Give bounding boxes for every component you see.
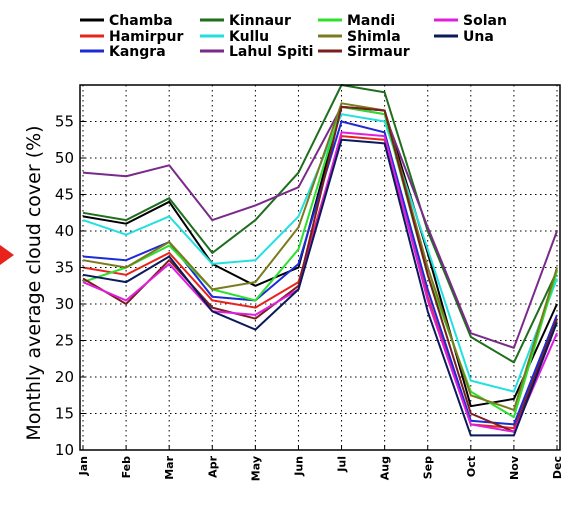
y-tick-label: 35 [55, 259, 74, 277]
x-axis-ticks: Jan Feb Mar Apr May Jun Jul Aug Sep Oct Nov Dec [77, 445, 564, 481]
series-line-una [82, 138, 558, 437]
x-tick-label: Nov [508, 455, 521, 480]
y-axis-label: Monthly average cloud cover (%) [23, 125, 45, 440]
x-tick-label: Dec [551, 456, 564, 479]
x-tick-label: Feb [120, 456, 133, 479]
series-line-shimla [82, 102, 558, 411]
y-tick-label: 10 [55, 441, 74, 459]
y-tick-label: 40 [55, 222, 74, 240]
x-tick-label: Sep [422, 456, 435, 479]
x-tick-label: Oct [465, 456, 478, 477]
legend-label: Sirmaur [347, 44, 410, 60]
y-tick-label: 30 [55, 295, 74, 313]
series-line-sirmaur [82, 105, 558, 433]
y-tick-label: 15 [55, 405, 74, 423]
legend-label: Solan [463, 13, 507, 29]
x-tick-label: Jan [77, 456, 90, 476]
series-line-mandi [82, 105, 558, 419]
y-tick-label: 55 [55, 113, 74, 131]
legend-label: Kullu [229, 29, 269, 45]
x-tick-label: Mar [163, 455, 176, 479]
x-tick-label: Aug [379, 456, 392, 480]
x-tick-label: Apr [206, 455, 219, 477]
series-line-solan [82, 131, 558, 433]
legend-label: Chamba [109, 13, 173, 29]
legend-label: Lahul Spiti [229, 44, 313, 60]
x-tick-label: May [249, 456, 262, 481]
legend-label: Una [463, 29, 494, 45]
x-tick-label: Jun [292, 456, 305, 477]
series-line-lahul-spiti [82, 105, 558, 349]
y-tick-label: 20 [55, 368, 74, 386]
y-tick-label: 25 [55, 332, 74, 350]
legend-label: Hamirpur [109, 29, 183, 45]
y-tick-label: 45 [55, 186, 74, 204]
series-line-chamba [82, 105, 558, 408]
legend-label: Kangra [109, 44, 166, 60]
legend-label: Kinnaur [229, 13, 291, 29]
y-tick-label: 50 [55, 149, 74, 167]
y-axis-ticks: 10 15 20 25 30 35 40 45 50 55 [55, 113, 85, 459]
legend-label: Shimla [347, 29, 401, 45]
series-line-kinnaur [82, 84, 558, 364]
x-tick-label: Jul [336, 456, 349, 473]
series-lines [82, 84, 558, 437]
pointer-arrow-icon [0, 245, 14, 265]
legend-label: Mandi [347, 13, 395, 29]
